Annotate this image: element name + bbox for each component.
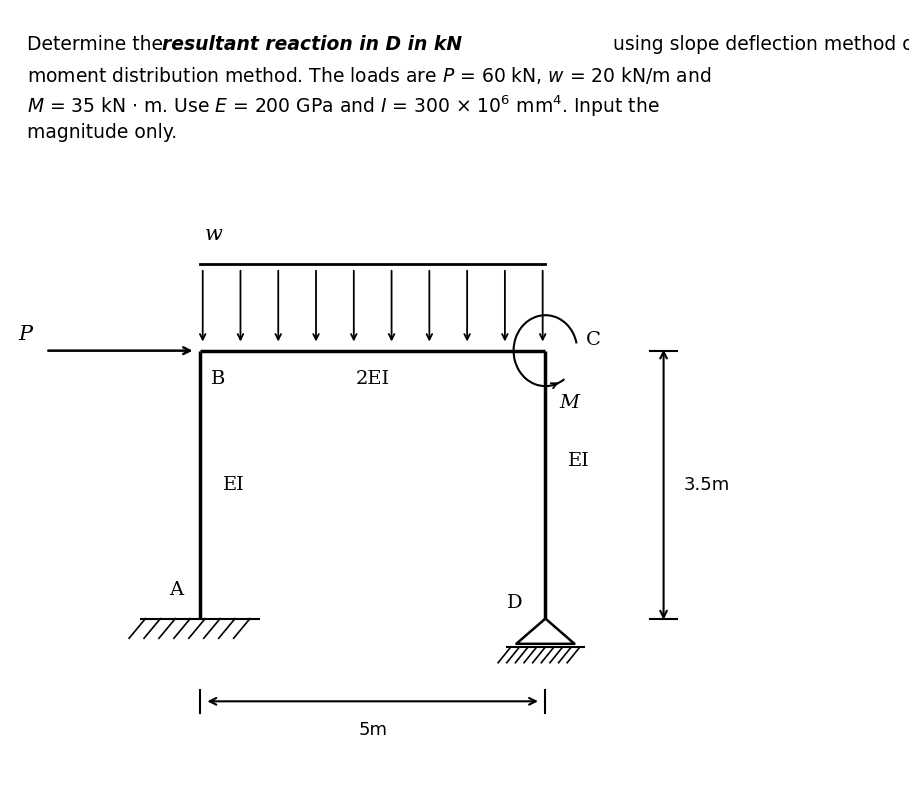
Text: 3.5m: 3.5m: [684, 476, 730, 493]
Text: EI: EI: [568, 452, 590, 470]
Text: P: P: [18, 325, 32, 344]
Text: Determine the: Determine the: [27, 35, 169, 54]
Text: M: M: [559, 394, 579, 412]
Text: 5m: 5m: [358, 721, 387, 739]
Text: w: w: [205, 225, 223, 244]
Text: B: B: [211, 370, 225, 388]
Text: resultant reaction in D in kN: resultant reaction in D in kN: [162, 35, 462, 54]
Text: using slope deflection method or: using slope deflection method or: [607, 35, 909, 54]
Text: moment distribution method. The loads are $P$ = 60 kN, $w$ = 20 kN/m and: moment distribution method. The loads ar…: [27, 65, 712, 86]
Text: $M$ = 35 kN $\cdot$ m. Use $E$ = 200 GPa and $I$ = 300 $\times$ 10$^6$ mm$^4$. I: $M$ = 35 kN $\cdot$ m. Use $E$ = 200 GPa…: [27, 94, 660, 119]
Text: EI: EI: [223, 476, 245, 493]
Text: magnitude only.: magnitude only.: [27, 123, 177, 142]
Text: A: A: [169, 581, 184, 599]
Text: C: C: [586, 331, 601, 349]
Text: D: D: [507, 594, 523, 612]
Text: 2EI: 2EI: [355, 370, 390, 388]
